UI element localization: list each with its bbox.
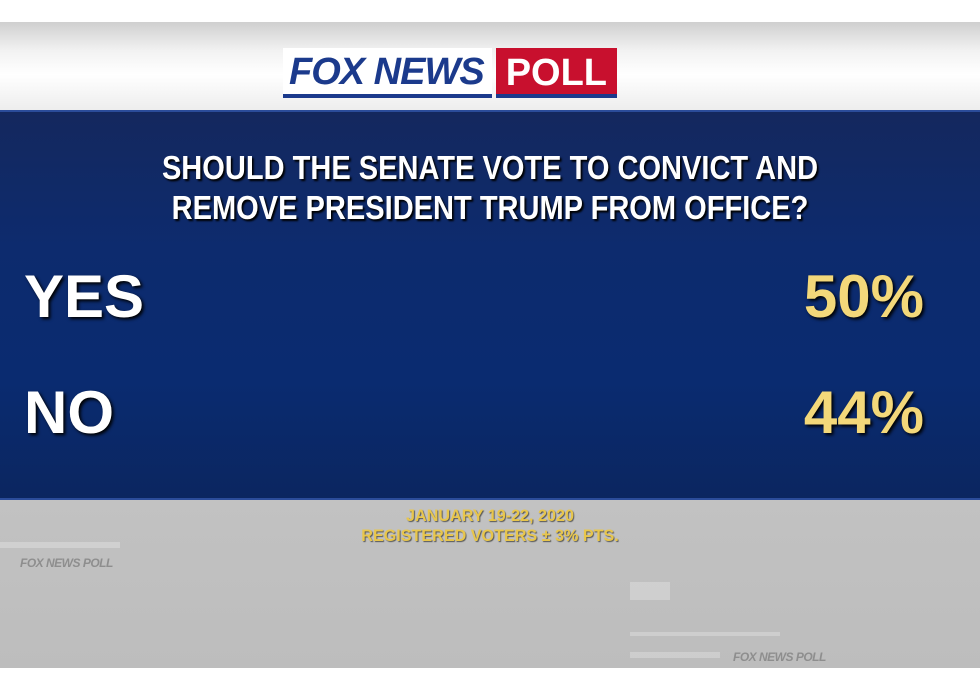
- question-line-1: SHOULD THE SENATE VOTE TO CONVICT AND: [161, 149, 819, 186]
- decor-block: [630, 582, 670, 600]
- answer-yes-value: 50%: [803, 263, 924, 330]
- poll-graphic: FOX NEWS POLL SHOULD THE SENATE VOTE TO …: [0, 22, 980, 668]
- watermark-logo: FOX NEWS POLL: [20, 556, 113, 570]
- poll-note: REGISTERED VOTERS ± 3% PTS.: [361, 526, 619, 545]
- decor-bar: [0, 542, 120, 548]
- decor-line: [630, 632, 780, 636]
- decor-line: [630, 652, 720, 658]
- watermark-logo: FOX NEWS POLL: [733, 650, 826, 664]
- answer-yes-label: YES: [24, 263, 145, 330]
- answer-no-label: NO: [24, 379, 114, 446]
- poll-footer: JANUARY 19-22, 2020 REGISTERED VOTERS ± …: [25, 506, 956, 546]
- poll-question: SHOULD THE SENATE VOTE TO CONVICT AND RE…: [59, 148, 921, 228]
- poll-date: JANUARY 19-22, 2020: [406, 506, 574, 525]
- fox-news-poll-logo: FOX NEWS POLL: [283, 48, 618, 98]
- results-panel: SHOULD THE SENATE VOTE TO CONVICT AND RE…: [0, 110, 980, 500]
- fox-news-logo-text: FOX NEWS: [283, 48, 492, 98]
- question-line-2: REMOVE PRESIDENT TRUMP FROM OFFICE?: [171, 189, 809, 226]
- answer-no-value: 44%: [803, 379, 924, 446]
- poll-logo-text: POLL: [495, 48, 618, 98]
